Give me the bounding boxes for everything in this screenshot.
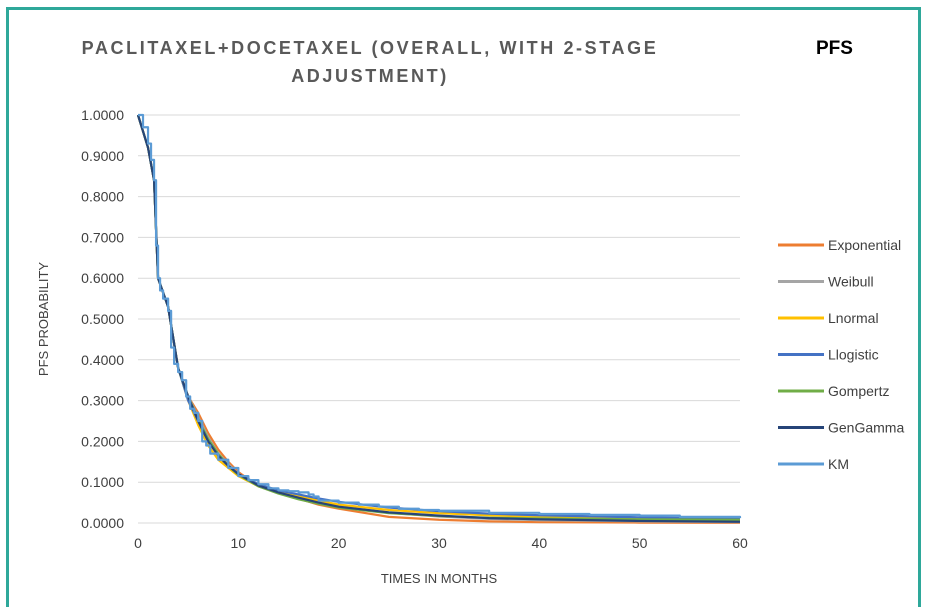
legend-entry-weibull: Weibull [828, 274, 874, 290]
legend-entry-exponential: Exponential [828, 237, 901, 253]
y-tick-label: 0.9000 [81, 148, 124, 164]
y-tick-label: 0.3000 [81, 393, 124, 409]
x-tick-label: 10 [231, 535, 247, 551]
y-tick-label: 0.7000 [81, 229, 124, 245]
y-tick-label: 0.1000 [81, 474, 124, 490]
x-tick-label: 30 [431, 535, 447, 551]
x-tick-label: 50 [632, 535, 648, 551]
y-tick-label: 0.4000 [81, 352, 124, 368]
x-tick-label: 0 [134, 535, 142, 551]
legend-entry-llogistic: Llogistic [828, 347, 879, 363]
y-axis-label: PFS PROBABILITY [36, 262, 51, 376]
y-tick-label: 0.2000 [81, 433, 124, 449]
x-tick-label: 60 [732, 535, 748, 551]
y-tick-label: 0.6000 [81, 270, 124, 286]
legend-entry-gengamma: GenGamma [828, 420, 904, 436]
x-tick-label: 20 [331, 535, 347, 551]
legend-entry-lnormal: Lnormal [828, 310, 879, 326]
x-tick-label: 40 [532, 535, 548, 551]
y-tick-label: 0.8000 [81, 189, 124, 205]
x-axis-label: TIMES IN MONTHS [381, 571, 498, 586]
pfs-label: PFS [816, 38, 853, 59]
y-tick-label: 0.5000 [81, 311, 124, 327]
y-tick-label: 0.0000 [81, 515, 124, 531]
series-line-llogistic [136, 114, 741, 520]
chart-title: PACLITAXEL+DOCETAXEL (OVERALL, WITH 2-ST… [20, 34, 720, 90]
chart-title-line2: ADJUSTMENT) [291, 66, 449, 86]
legend-entry-km: KM [828, 456, 849, 472]
y-tick-label: 1.0000 [81, 107, 124, 123]
chart-title-line1: PACLITAXEL+DOCETAXEL (OVERALL, WITH 2-ST… [81, 38, 659, 58]
series-line-km [138, 113, 742, 519]
chart-frame [6, 7, 921, 607]
legend-entry-gompertz: Gompertz [828, 383, 889, 399]
